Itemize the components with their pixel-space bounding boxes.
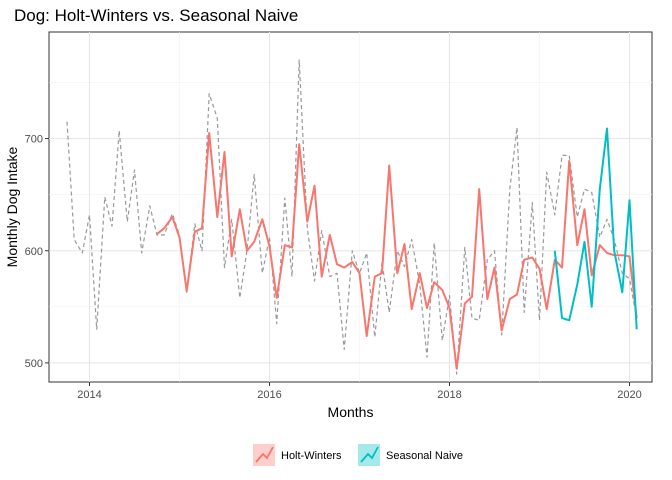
series-line-observed — [66, 59, 638, 375]
series-lines — [66, 59, 638, 375]
y-axis-title: Monthly Dog Intake — [4, 146, 20, 267]
series-line-holt-winters — [156, 132, 638, 370]
axes: 2014 2016 2018 2020 500 600 700 — [25, 134, 642, 401]
series-line-seasonal-naive — [553, 127, 638, 330]
legend-key-line — [360, 446, 379, 463]
y-tick-label: 600 — [25, 246, 43, 258]
plot-panel — [48, 31, 653, 383]
x-tick-label: 2018 — [437, 389, 461, 401]
x-axis-title: Months — [328, 404, 374, 420]
legend-item-seasonal-naive: Seasonal Naive — [358, 444, 463, 466]
y-tick-label: 500 — [25, 358, 43, 370]
x-tick-label: 2020 — [617, 389, 641, 401]
chart-title: Dog: Holt-Winters vs. Seasonal Naive — [14, 6, 298, 25]
legend-label: Seasonal Naive — [386, 450, 463, 462]
grid-lines — [49, 32, 652, 382]
legend-label: Holt-Winters — [281, 450, 342, 462]
legend: Holt-Winters Seasonal Naive — [253, 444, 463, 466]
x-tick-label: 2014 — [77, 389, 101, 401]
legend-key-line — [255, 446, 274, 463]
x-tick-label: 2016 — [257, 389, 281, 401]
y-tick-label: 700 — [25, 134, 43, 146]
legend-item-holt-winters: Holt-Winters — [253, 444, 342, 466]
